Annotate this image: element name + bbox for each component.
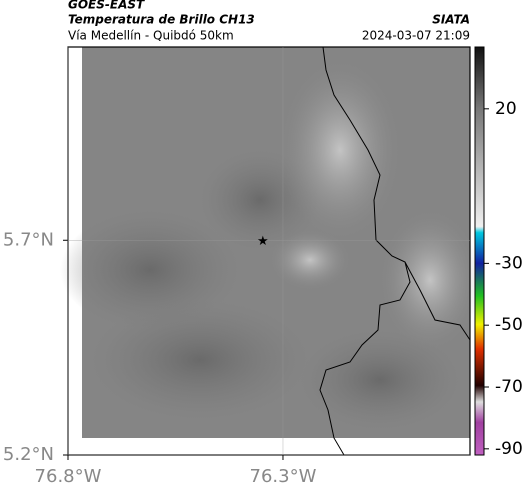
colorbar-tick-label: -90 <box>495 439 523 459</box>
colorbar-tick-label: -30 <box>495 253 523 273</box>
subtitle: Temperatura de Brillo CH13 <box>68 13 255 27</box>
region: Vía Medellín - Quibdó 50km <box>68 29 234 43</box>
coastline <box>319 46 471 456</box>
location-marker: ★ <box>257 234 269 249</box>
lat-tick-label: 5.7°N <box>3 229 54 250</box>
datetime: 2024-03-07 21:09 <box>362 29 470 43</box>
colorbar-tick-label: -70 <box>495 377 523 397</box>
lon-tick-label: 76.8°W <box>35 466 102 487</box>
lat-tick-label: 5.2°N <box>3 444 54 465</box>
colorbar-tick-label: 20 <box>495 99 517 119</box>
colorbar-tick-label: -50 <box>495 315 523 335</box>
satellite-image <box>60 47 480 438</box>
lon-tick-label: 76.3°W <box>250 466 317 487</box>
title: GOES-EAST <box>68 0 145 12</box>
colorbar <box>474 46 485 456</box>
source: SIATA <box>432 13 470 27</box>
